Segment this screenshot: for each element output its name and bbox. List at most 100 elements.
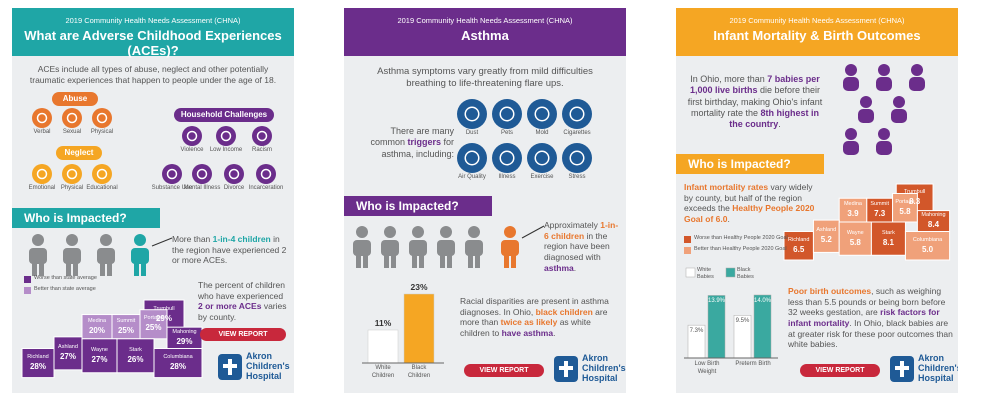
baby-icon — [860, 96, 872, 108]
text: . — [573, 262, 577, 273]
icon-label: Physical — [90, 129, 114, 135]
aces-card: 2019 Community Health Needs Assessment (… — [12, 8, 294, 393]
view-report-button[interactable]: VIEW REPORT — [200, 328, 286, 341]
group-label: Low Birth Weight — [694, 361, 720, 375]
text: Akron — [246, 351, 273, 361]
baby-icon — [878, 64, 890, 76]
map-text: Infant mortality rates vary widely by co… — [684, 182, 816, 225]
icon-label: Verbal — [33, 129, 51, 135]
person-icon — [504, 226, 516, 238]
icon — [527, 99, 557, 129]
bar-value: 11% — [374, 318, 392, 328]
group-label: Household Challenges — [174, 108, 274, 122]
legend-swatch — [684, 236, 691, 243]
icon-detail — [499, 150, 515, 166]
county-value: 8.3 — [909, 197, 921, 207]
bar-label: White Children — [371, 365, 395, 379]
logo-cross — [559, 366, 573, 370]
title: Infant Mortality & Birth Outcomes — [713, 28, 921, 43]
icon-detail — [464, 106, 480, 122]
legend-label: Worse than state average — [34, 275, 97, 281]
text: black children — [535, 306, 593, 317]
icon — [92, 108, 112, 128]
icon-label: Violence — [180, 147, 204, 153]
triggers-text: There are many common triggers for asthm… — [354, 126, 454, 160]
person-icon — [412, 254, 417, 268]
icon-label: Dust — [465, 130, 479, 136]
legend-label: Better than Healthy People 2020 Goal — [694, 246, 787, 252]
icon-detail — [534, 150, 550, 166]
text: Poor birth outcomes — [788, 286, 872, 296]
person-icon — [363, 254, 368, 268]
baby-icon — [909, 77, 925, 91]
text: risk factors for infant mortality — [788, 307, 940, 328]
card-graphics — [21, 108, 276, 379]
county-name: Medina — [843, 201, 862, 208]
text: varies by county. — [198, 301, 287, 322]
person-icon — [504, 254, 509, 268]
icon-detail — [166, 168, 178, 180]
icon-label: Pets — [500, 130, 513, 136]
icon-detail — [569, 150, 585, 166]
text: 1-in-6 children — [544, 220, 619, 241]
icon — [92, 164, 112, 184]
view-report-button[interactable]: VIEW REPORT — [464, 364, 544, 377]
baby-icon — [858, 109, 874, 123]
text: 8th highest in the country — [729, 107, 820, 129]
county-value: 25% — [145, 323, 162, 333]
text: Children's — [582, 362, 626, 373]
title: What are Adverse Childhood Experiences (… — [24, 28, 282, 58]
logo-mark — [554, 356, 578, 382]
text: 2 or more ACEs — [198, 301, 262, 312]
impact-tab: Who is Impacted? — [676, 154, 824, 174]
icon — [62, 164, 82, 184]
person-icon — [66, 262, 71, 276]
icon-detail — [96, 112, 108, 124]
map-text: The percent of children who have experie… — [198, 280, 288, 323]
header: 2019 Community Health Needs Assessment (… — [12, 8, 294, 58]
text: In Ohio, more than — [690, 74, 768, 84]
logo-text: Akron Children's Hospital — [582, 353, 626, 384]
icon — [457, 143, 487, 173]
stat-text: More than 1-in-4 children in the region … — [172, 234, 287, 266]
logo: Akron Children's Hospital — [218, 351, 294, 384]
text: More than — [172, 234, 213, 244]
logo-mark — [218, 354, 242, 380]
person-icon — [501, 240, 519, 256]
county-name: Summit — [870, 201, 889, 208]
text: Hospital — [918, 372, 954, 383]
text: . — [553, 327, 556, 338]
logo: Akron Children's Hospital — [554, 353, 626, 386]
person-icon — [66, 234, 78, 246]
bar-value: 23% — [410, 282, 428, 292]
county-name: Ashland — [816, 227, 837, 234]
view-report-button[interactable]: VIEW REPORT — [800, 364, 880, 377]
person-icon — [100, 262, 105, 276]
icon-label: Divorce — [223, 185, 245, 191]
person-icon — [440, 226, 452, 238]
person-icon — [465, 240, 483, 256]
icon-label: Sexual — [62, 129, 82, 135]
person-icon — [353, 240, 371, 256]
bar-value: 9.5% — [735, 318, 750, 325]
county-name: Stark — [129, 346, 142, 353]
person-icon — [32, 234, 44, 246]
bar-value: 14.0% — [753, 298, 771, 304]
county — [81, 338, 118, 374]
baby-icon — [843, 77, 859, 91]
icon — [216, 126, 236, 146]
icon — [562, 99, 592, 129]
county-value: 28% — [169, 362, 186, 372]
icon-label: Cigarettes — [563, 130, 591, 136]
county-value: 6.5 — [793, 244, 805, 254]
text: have asthma — [501, 327, 554, 338]
icon-detail — [228, 168, 240, 180]
county-value: 7.3 — [874, 209, 886, 219]
icon-label: Emotional — [28, 185, 56, 191]
baby-icon — [876, 77, 892, 91]
icon — [224, 164, 244, 184]
icon-detail — [96, 168, 108, 180]
county-name: Summit — [116, 317, 136, 324]
person-icon — [63, 248, 81, 264]
county-value: 8.1 — [882, 237, 894, 247]
